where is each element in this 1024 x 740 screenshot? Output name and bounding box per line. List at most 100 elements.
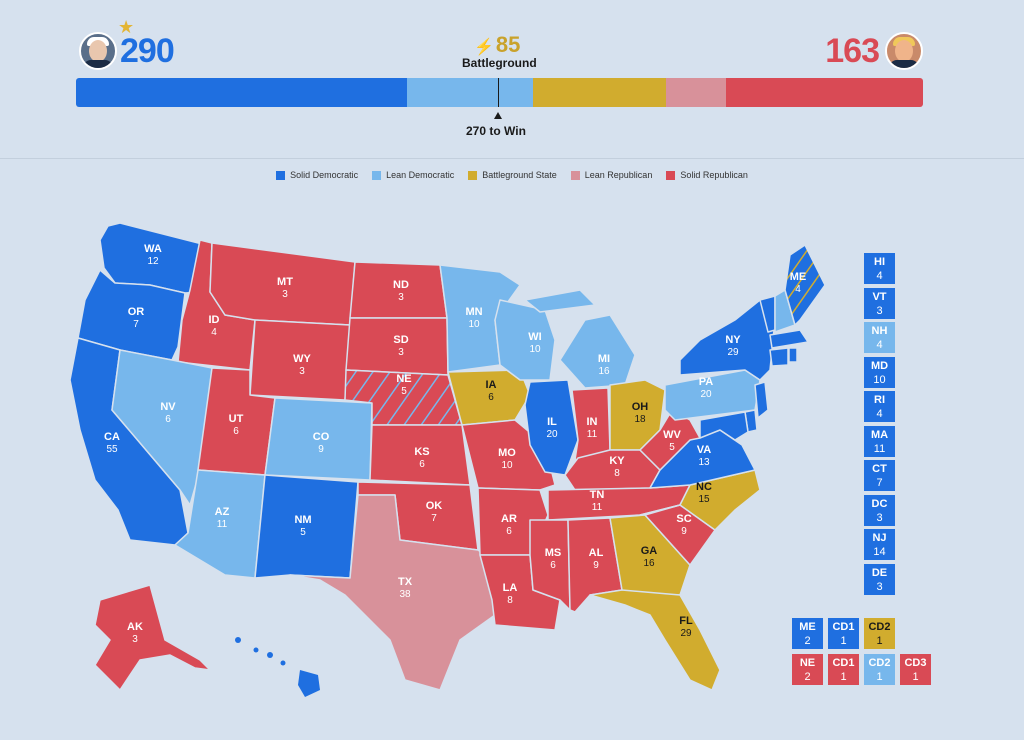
district-box-cd3[interactable]: CD3 1 [900, 654, 931, 685]
state-CT[interactable] [769, 347, 789, 367]
district-box-cd2[interactable]: CD2 1 [864, 618, 895, 649]
state-ev-nd: 3 [398, 292, 404, 303]
state-MI[interactable] [524, 289, 636, 389]
small-state-box-de[interactable]: DE 3 [864, 563, 895, 595]
state-HI[interactable] [235, 637, 320, 697]
state-OR[interactable] [77, 269, 186, 361]
state-label-ut: UT [229, 413, 244, 425]
state-ev-in: 11 [587, 429, 598, 440]
scoreboard-header: ★ 290 ⚡85 Battleground 163 270 to Win [0, 0, 1024, 158]
small-state-box-dc[interactable]: DC 3 [864, 494, 895, 526]
small-state-box-nh[interactable]: NH 4 [864, 322, 895, 353]
state-ev-ne: 5 [401, 386, 407, 397]
win-threshold-marker [498, 78, 499, 107]
state-ev-or: 7 [133, 319, 139, 330]
state-AK[interactable] [94, 584, 211, 691]
state-label-wa: WA [144, 243, 162, 255]
small-state-ev: 3 [876, 580, 883, 593]
state-ev-oh: 18 [634, 414, 646, 425]
small-state-abbr: VT [872, 290, 887, 303]
state-ev-mn: 10 [468, 319, 480, 330]
small-state-box-ri[interactable]: RI 4 [864, 391, 895, 422]
state-ev-id: 4 [211, 327, 217, 338]
small-state-box-nj[interactable]: NJ 14 [864, 529, 895, 560]
district-ev: 1 [840, 671, 847, 683]
state-label-il: IL [547, 416, 557, 428]
avatar-suit [83, 60, 113, 68]
bar-segment-solid-democratic [76, 78, 407, 107]
state-ev-me: 4 [795, 284, 801, 295]
legend-label: Solid Democratic [290, 170, 359, 180]
bar-segment-solid-republican [726, 78, 923, 107]
legend-swatch [276, 170, 286, 180]
small-state-ev: 4 [876, 339, 883, 351]
state-ev-nc: 15 [698, 494, 710, 505]
state-ev-ky: 8 [614, 468, 620, 479]
state-label-ok: OK [426, 500, 443, 512]
small-state-box-ct[interactable]: CT 7 [864, 460, 895, 491]
district-box-cd2[interactable]: CD2 1 [864, 654, 895, 685]
state-ev-ga: 16 [643, 558, 655, 569]
state-ev-ny: 29 [727, 347, 739, 358]
state-label-pa: PA [699, 376, 714, 388]
state-RI[interactable] [788, 347, 798, 363]
state-WV[interactable] [639, 409, 701, 471]
small-state-ev: 4 [876, 270, 883, 282]
district-box-cd1[interactable]: CD1 1 [828, 618, 859, 649]
avatar-face [895, 40, 913, 62]
state-NM[interactable] [254, 474, 359, 579]
state-ev-wy: 3 [299, 366, 305, 377]
democrat-candidate-avatar [79, 32, 117, 70]
small-state-ev: 7 [876, 477, 883, 489]
state-ev-ks: 6 [419, 459, 425, 470]
state-ME[interactable] [784, 244, 826, 326]
state-label-wv: WV [663, 429, 681, 441]
lightning-bolt-icon: ⚡ [474, 39, 494, 56]
district-box-me[interactable]: ME 2 [792, 618, 823, 649]
state-label-mo: MO [498, 447, 516, 459]
district-ev: 2 [804, 635, 811, 647]
state-label-oh: OH [632, 401, 649, 413]
state-MA[interactable] [769, 329, 809, 349]
state-label-id: ID [209, 314, 220, 326]
district-abbr: CD1 [832, 621, 855, 633]
republican-candidate-avatar [885, 32, 923, 70]
legend-item: Battleground State [468, 170, 557, 180]
state-ev-ak: 3 [132, 634, 138, 645]
small-state-box-md[interactable]: MD 10 [864, 356, 895, 388]
district-box-cd1[interactable]: CD1 1 [828, 654, 859, 685]
state-label-nc: NC [696, 481, 712, 493]
state-ev-il: 20 [546, 429, 558, 440]
state-TX[interactable] [289, 494, 496, 691]
state-NC[interactable] [639, 469, 761, 531]
district-ev: 1 [876, 635, 883, 647]
state-NJ[interactable] [754, 381, 769, 419]
district-ev: 1 [840, 635, 847, 647]
small-state-abbr: RI [874, 394, 885, 406]
header-divider [0, 158, 1024, 159]
state-ev-ia: 6 [488, 392, 494, 403]
state-label-wi: WI [528, 331, 541, 343]
state-FL[interactable] [589, 589, 721, 691]
legend-label: Lean Democratic [386, 170, 455, 180]
state-IL[interactable] [524, 379, 579, 476]
small-state-box-ma[interactable]: MA 11 [864, 425, 895, 457]
small-state-ev: 10 [873, 373, 886, 386]
legend-item: Lean Democratic [372, 170, 454, 180]
small-state-abbr: MD [870, 359, 889, 372]
small-state-ev: 4 [876, 408, 883, 420]
state-label-nm: NM [294, 514, 311, 526]
state-WI[interactable] [494, 299, 556, 381]
state-label-ks: KS [414, 446, 429, 458]
state-SD[interactable] [345, 317, 449, 376]
legend-label: Lean Republican [584, 170, 653, 180]
legend-label: Battleground State [482, 170, 557, 180]
small-state-box-vt[interactable]: VT 3 [864, 287, 895, 319]
district-ev: 1 [912, 671, 919, 683]
state-ev-tn: 11 [592, 502, 603, 513]
small-state-box-hi[interactable]: HI 4 [864, 253, 895, 284]
state-label-mi: MI [598, 353, 610, 365]
district-box-ne[interactable]: NE 2 [792, 654, 823, 685]
state-MD[interactable] [699, 411, 749, 441]
